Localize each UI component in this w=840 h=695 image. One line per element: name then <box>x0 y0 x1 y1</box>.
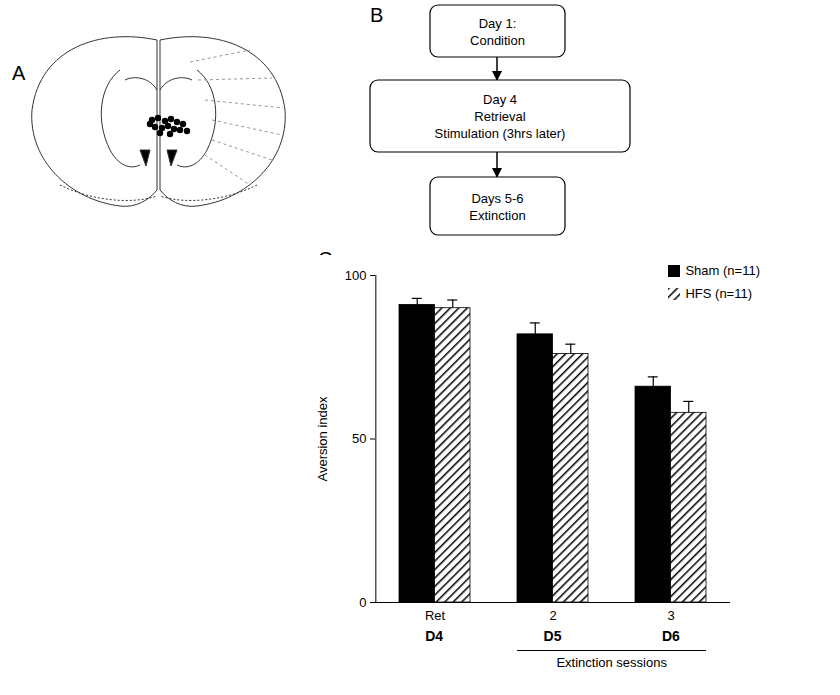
svg-text:Day 1:: Day 1: <box>479 16 517 31</box>
svg-text:Stimulation (3hrs later): Stimulation (3hrs later) <box>435 126 566 141</box>
html-text:B: B <box>370 4 384 26</box>
svg-text:Aversion index: Aversion index <box>315 396 330 482</box>
html-text:D5: D5 <box>543 628 562 644</box>
svg-text:Day 4: Day 4 <box>483 92 517 107</box>
svg-text:3: 3 <box>667 608 674 623</box>
svg-text:2: 2 <box>549 608 556 623</box>
svg-text:0: 0 <box>359 595 366 610</box>
svg-text:50: 50 <box>352 431 366 446</box>
html-text:A: A <box>12 62 26 84</box>
svg-text:Days 5-6: Days 5-6 <box>471 191 523 206</box>
svg-text:Retrieval: Retrieval <box>474 109 525 124</box>
html-text:Sham (n=11): Sham (n=11) <box>685 263 760 278</box>
html-text:C: C <box>318 248 333 270</box>
svg-text:Ret: Ret <box>425 608 446 623</box>
html-text:Extinction sessions: Extinction sessions <box>556 655 667 670</box>
svg-text:Extinction: Extinction <box>469 208 525 223</box>
html-text:D6: D6 <box>661 628 680 644</box>
html-text:HFS (n=11): HFS (n=11) <box>685 286 752 301</box>
svg-text:100: 100 <box>345 268 367 283</box>
svg-text:Condition: Condition <box>470 33 525 48</box>
html-text:D4: D4 <box>425 628 444 644</box>
